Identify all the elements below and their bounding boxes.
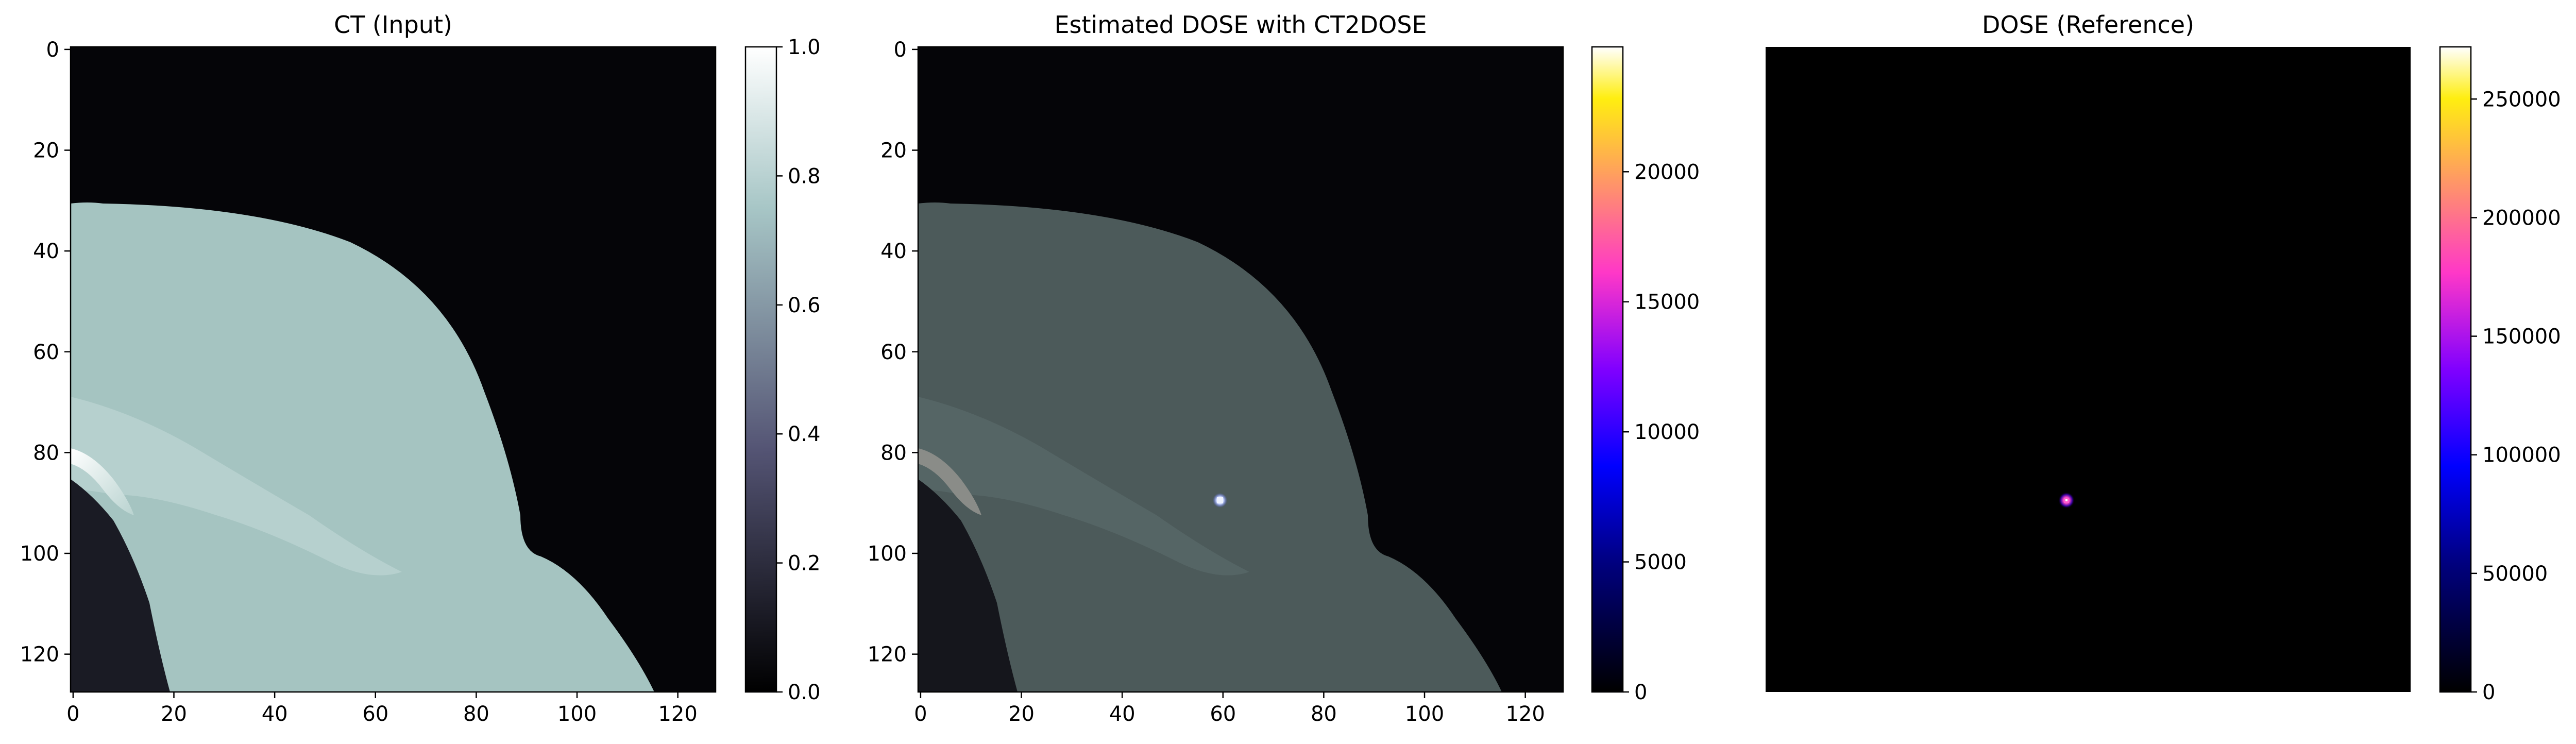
colorbar-tick-label: 250000 bbox=[2482, 88, 2561, 111]
ct-bone-edge bbox=[918, 448, 981, 515]
y-tick-label: 60 bbox=[33, 341, 59, 364]
colorbar-tick-label: 0.8 bbox=[788, 164, 821, 188]
colorbar-tick-label: 5000 bbox=[1634, 551, 1687, 574]
x-tick-label: 40 bbox=[1109, 702, 1136, 726]
y-tick-label: 20 bbox=[880, 139, 907, 163]
colorbar-tick-label: 10000 bbox=[1634, 420, 1700, 444]
y-tick-label: 80 bbox=[33, 441, 59, 465]
x-tick-label: 0 bbox=[914, 702, 927, 726]
ct-image bbox=[71, 47, 716, 692]
colorbar-tick-label: 0 bbox=[1634, 681, 1647, 704]
x-axis: 0 20 40 60 80 100 120 bbox=[66, 692, 698, 726]
panel-estimated-dose: Estimated DOSE with CT2DOSE 0 20 40 60 80 100… bbox=[868, 11, 1700, 726]
ct-muscle-region bbox=[918, 397, 1249, 576]
colorbar-gradient bbox=[744, 46, 777, 693]
x-tick-label: 0 bbox=[66, 702, 79, 726]
x-tick-label: 100 bbox=[557, 702, 597, 726]
y-axis: 0 20 40 60 80 100 120 bbox=[868, 38, 918, 667]
x-tick-label: 80 bbox=[1311, 702, 1337, 726]
y-tick-label: 0 bbox=[894, 38, 907, 62]
x-tick-label: 20 bbox=[1008, 702, 1035, 726]
x-tick-label: 120 bbox=[1505, 702, 1545, 726]
colorbar-tick-label: 0.6 bbox=[788, 294, 821, 317]
dose-estimate-image bbox=[918, 47, 1563, 692]
y-tick-label: 20 bbox=[33, 139, 59, 163]
y-tick-label: 120 bbox=[868, 643, 907, 667]
y-tick-label: 120 bbox=[20, 643, 59, 667]
y-tick-label: 40 bbox=[880, 240, 907, 263]
y-tick-label: 40 bbox=[33, 240, 59, 263]
colorbar-tick-label: 15000 bbox=[1634, 291, 1700, 314]
x-axis: 0 20 40 60 80 100 120 bbox=[914, 692, 1545, 726]
ct-body-region bbox=[918, 202, 1502, 692]
ct-bone-edge bbox=[71, 448, 134, 515]
ct-muscle-region bbox=[71, 397, 402, 576]
panel-reference-dose: DOSE (Reference) 0 50000 100000 150000 20000… bbox=[1766, 11, 2561, 704]
colorbar: 0 50000 100000 150000 200000 250000 bbox=[2439, 46, 2561, 704]
colorbar: 0.0 0.2 0.4 0.6 0.8 1.0 bbox=[744, 36, 821, 704]
x-tick-label: 120 bbox=[658, 702, 697, 726]
colorbar-tick-label: 50000 bbox=[2482, 562, 2548, 586]
panel-title: Estimated DOSE with CT2DOSE bbox=[1054, 11, 1427, 39]
panel-title: CT (Input) bbox=[334, 11, 452, 39]
colorbar-tick-label: 200000 bbox=[2482, 206, 2561, 230]
x-tick-label: 20 bbox=[161, 702, 187, 726]
x-tick-label: 60 bbox=[362, 702, 388, 726]
colorbar-gradient bbox=[1591, 46, 1624, 693]
colorbar-tick-label: 0.2 bbox=[788, 552, 821, 576]
y-axis: 0 20 40 60 80 100 120 bbox=[20, 38, 71, 667]
dose-reference-image bbox=[1766, 47, 2411, 692]
colorbar-tick-label: 0.0 bbox=[788, 681, 821, 704]
colorbar-tick-label: 0 bbox=[2482, 681, 2495, 704]
colorbar-tick-label: 1.0 bbox=[788, 36, 821, 59]
y-tick-label: 0 bbox=[46, 38, 59, 62]
x-tick-label: 80 bbox=[463, 702, 489, 726]
ct-lung-region bbox=[918, 479, 1018, 692]
ct-body-region bbox=[71, 202, 654, 692]
colorbar-tick-label: 0.4 bbox=[788, 422, 821, 446]
colorbar-tick-label: 100000 bbox=[2482, 444, 2561, 467]
x-tick-label: 60 bbox=[1210, 702, 1236, 726]
colorbar-tick-label: 150000 bbox=[2482, 325, 2561, 349]
colorbar-tick-label: 20000 bbox=[1634, 160, 1700, 184]
colorbar-gradient bbox=[2439, 46, 2472, 693]
y-tick-label: 80 bbox=[880, 441, 907, 465]
panel-title: DOSE (Reference) bbox=[1982, 11, 2194, 39]
y-tick-label: 100 bbox=[868, 542, 907, 566]
x-tick-label: 100 bbox=[1405, 702, 1444, 726]
x-tick-label: 40 bbox=[262, 702, 288, 726]
panel-ct-input: CT (Input) 0 20 40 60 80 100 120 0 20 40 60 80 100 1… bbox=[20, 11, 821, 726]
colorbar: 0 5000 10000 15000 20000 bbox=[1591, 46, 1700, 704]
ct-lung-region bbox=[71, 479, 170, 692]
y-tick-label: 100 bbox=[20, 542, 59, 566]
y-tick-label: 60 bbox=[880, 341, 907, 364]
